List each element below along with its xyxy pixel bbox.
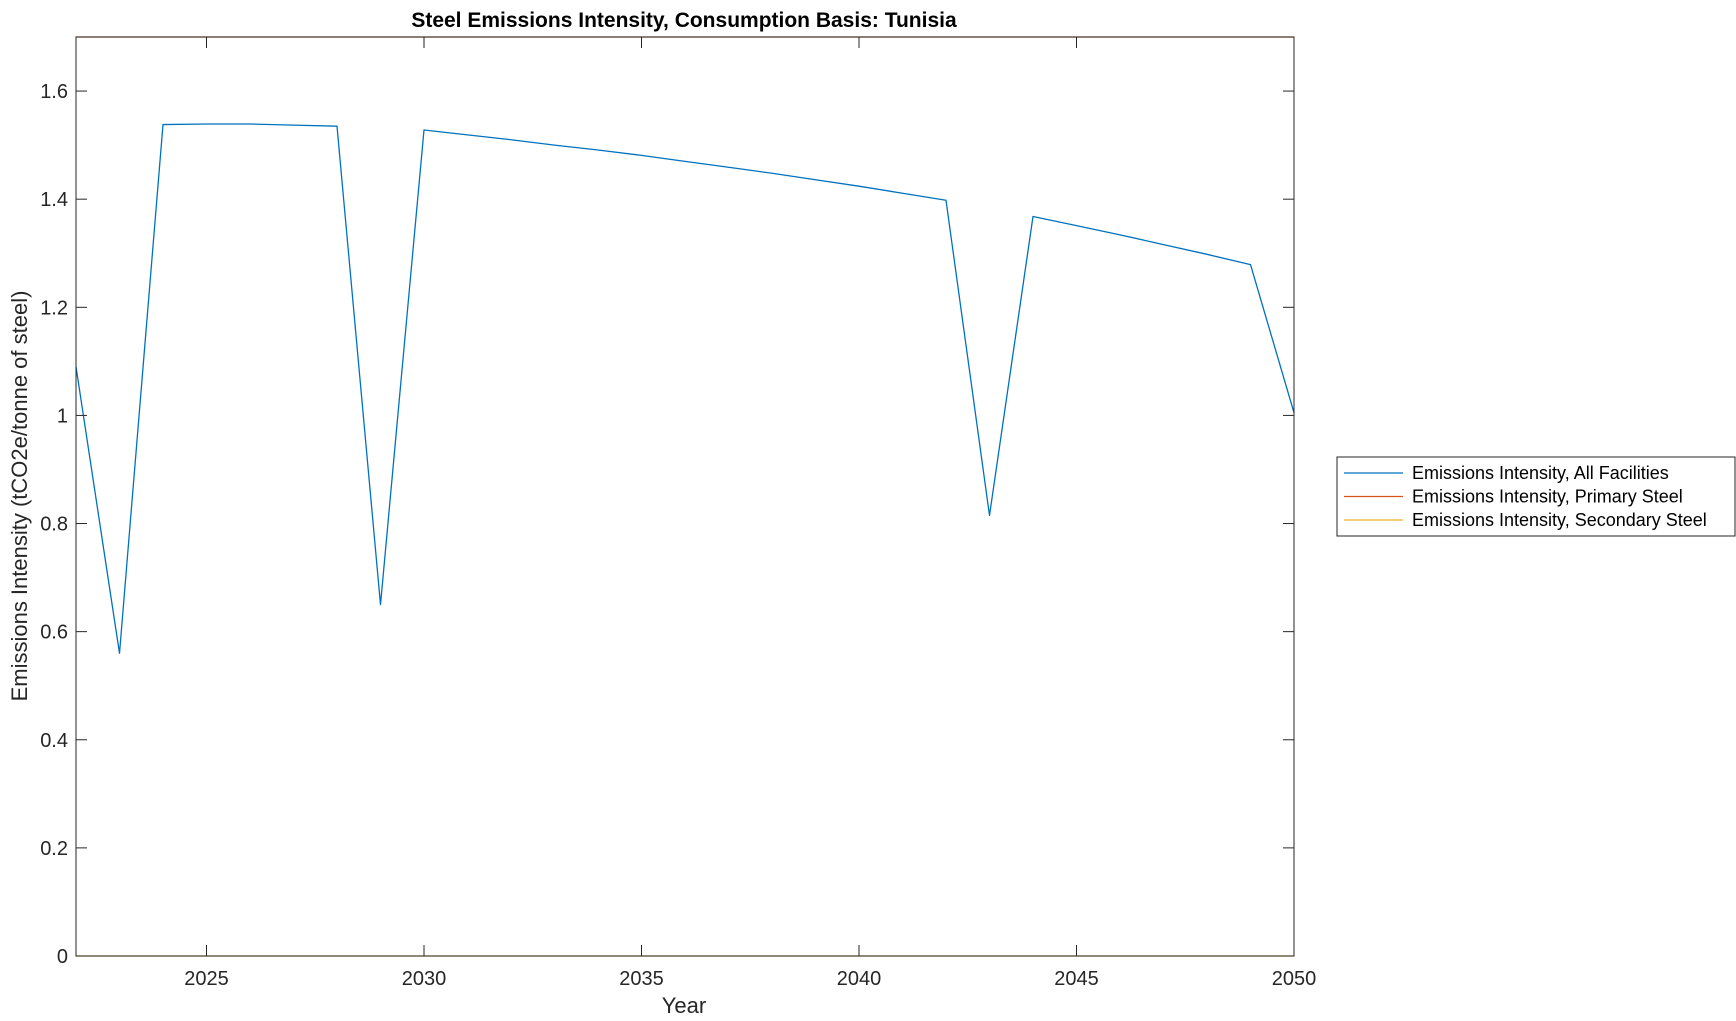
y-tick-label: 1.2 [40, 297, 68, 319]
y-tick-label: 1.4 [40, 189, 68, 211]
legend-label-2: Emissions Intensity, Primary Steel [1412, 487, 1683, 507]
axes-box [75, 36, 1295, 957]
legend-label-1: Emissions Intensity, All Facilities [1412, 463, 1669, 483]
y-tick-label: 0 [57, 946, 68, 968]
legend: Emissions Intensity, All Facilities Emiss… [1336, 456, 1736, 537]
x-tick-label: 2035 [619, 968, 664, 990]
y-axis-title: Emissions Intensity (tCO2e/tonne of stee… [7, 291, 32, 702]
x-tick-label: 2050 [1272, 968, 1317, 990]
series-line-1 [75, 123, 1295, 654]
legend-box [1336, 456, 1736, 537]
x-tick-label: 2030 [402, 968, 447, 990]
y-tick-label: 0.8 [40, 514, 68, 536]
legend-label-3: Emissions Intensity, Secondary Steel [1412, 510, 1707, 530]
y-tick-label: 0.4 [40, 730, 68, 752]
y-tick-label: 1 [57, 405, 68, 427]
y-axis-ticks: 0 0.2 0.4 0.6 0.8 1 1.2 1.4 1.6 [40, 81, 1294, 968]
legend-entries: Emissions Intensity, All Facilities Emiss… [1344, 463, 1707, 530]
x-tick-label: 2040 [837, 968, 882, 990]
y-tick-label: 0.6 [40, 622, 68, 644]
x-axis-title: Year [662, 993, 706, 1018]
x-tick-label: 2025 [184, 968, 229, 990]
y-tick-label: 1.6 [40, 81, 68, 103]
y-tick-label: 0.2 [40, 838, 68, 860]
x-tick-label: 2045 [1054, 968, 1099, 990]
plot-area [76, 37, 1294, 956]
chart-title: Steel Emissions Intensity, Consumption B… [411, 9, 957, 32]
x-axis-ticks: 2025 2030 2035 2040 2045 2050 [184, 37, 1316, 990]
